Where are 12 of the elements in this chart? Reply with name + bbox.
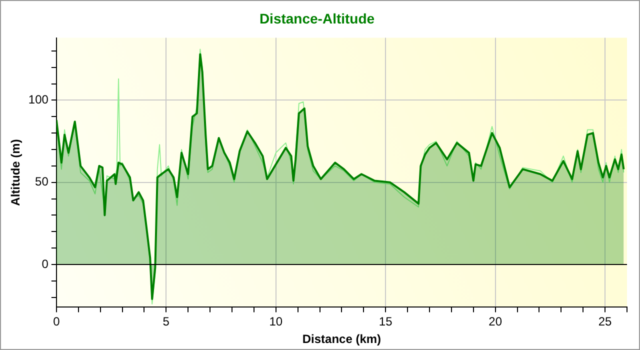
chart-title: Distance-Altitude [259,10,375,26]
x-tick-label: 0 [53,314,60,329]
x-tick-label: 10 [269,314,283,329]
x-axis-title: Distance (km) [302,332,382,346]
x-tick-label: 15 [378,314,393,329]
x-tick-label: 20 [488,314,502,329]
y-tick-label: 100 [28,92,49,107]
x-tick-label: 5 [162,314,170,329]
x-tick-label: 25 [598,314,612,329]
y-axis-title: Altitude (m) [8,139,23,206]
y-tick-label: 50 [35,174,49,189]
y-tick-label: 0 [42,256,49,271]
